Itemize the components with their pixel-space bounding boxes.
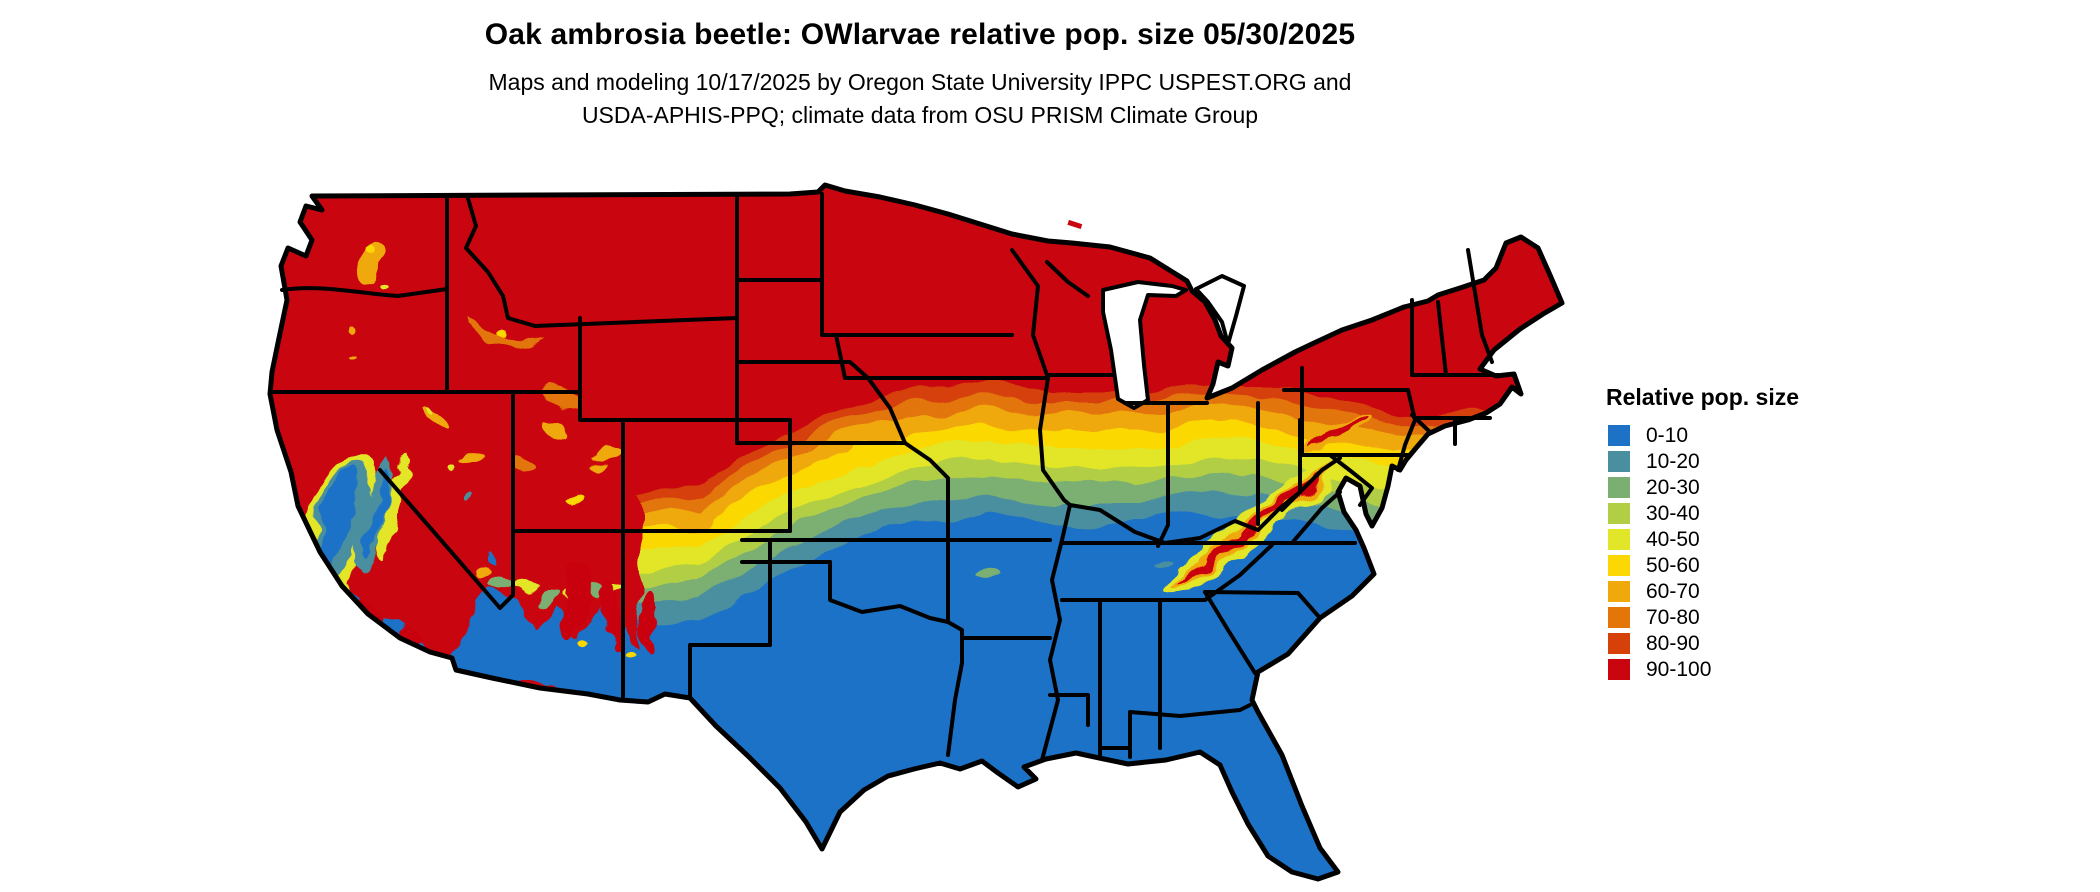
legend-item: 10-20 bbox=[1602, 448, 1882, 474]
legend-color-swatch bbox=[1608, 580, 1630, 602]
isle-royale bbox=[1067, 219, 1083, 230]
legend-item: 40-50 bbox=[1602, 526, 1882, 552]
legend: Relative pop. size 0-10 10-20 20-30 30-4… bbox=[1602, 384, 1882, 682]
legend-item-label: 10-20 bbox=[1646, 449, 1700, 473]
legend-item: 0-10 bbox=[1602, 422, 1882, 448]
legend-color-swatch bbox=[1608, 606, 1630, 628]
legend-item-label: 20-30 bbox=[1646, 475, 1700, 499]
legend-color-swatch bbox=[1608, 450, 1630, 472]
legend-item: 50-60 bbox=[1602, 552, 1882, 578]
legend-item: 30-40 bbox=[1602, 500, 1882, 526]
map-subtitle: Maps and modeling 10/17/2025 by Oregon S… bbox=[0, 66, 1840, 132]
legend-item: 20-30 bbox=[1602, 474, 1882, 500]
legend-title: Relative pop. size bbox=[1606, 384, 1800, 410]
lake-michigan bbox=[1101, 280, 1188, 410]
legend-color-swatch bbox=[1608, 528, 1630, 550]
legend-color-swatch bbox=[1608, 424, 1630, 446]
legend-item: 60-70 bbox=[1602, 578, 1882, 604]
map-title: Oak ambrosia beetle: OWlarvae relative p… bbox=[484, 18, 1356, 51]
lake-huron bbox=[1194, 274, 1246, 346]
legend-item: 80-90 bbox=[1602, 630, 1882, 656]
legend-item-label: 0-10 bbox=[1646, 423, 1689, 447]
legend-color-swatch bbox=[1608, 502, 1630, 524]
state-borders bbox=[268, 192, 1500, 762]
great-lakes bbox=[1101, 274, 1246, 410]
map-header: Oak ambrosia beetle: OWlarvae relative p… bbox=[0, 0, 1840, 132]
legend-item: 70-80 bbox=[1602, 604, 1882, 630]
legend-item-label: 60-70 bbox=[1646, 579, 1700, 603]
legend-item-label: 40-50 bbox=[1646, 527, 1700, 551]
legend-color-swatch bbox=[1608, 658, 1630, 680]
legend-item-label: 70-80 bbox=[1646, 605, 1700, 629]
legend-item: 90-100 bbox=[1602, 656, 1882, 682]
map-subtitle-line1: Maps and modeling 10/17/2025 by Oregon S… bbox=[488, 69, 1352, 95]
legend-color-swatch bbox=[1608, 554, 1630, 576]
map-subtitle-line2: USDA-APHIS-PPQ; climate data from OSU PR… bbox=[581, 102, 1259, 128]
legend-color-swatch bbox=[1608, 632, 1630, 654]
legend-item-label: 50-60 bbox=[1646, 553, 1700, 577]
band-0-10 bbox=[640, 513, 1562, 879]
legend-item-label: 90-100 bbox=[1646, 657, 1712, 681]
legend-item-label: 30-40 bbox=[1646, 501, 1700, 525]
legend-color-swatch bbox=[1608, 476, 1630, 498]
legend-item-label: 80-90 bbox=[1646, 631, 1700, 655]
